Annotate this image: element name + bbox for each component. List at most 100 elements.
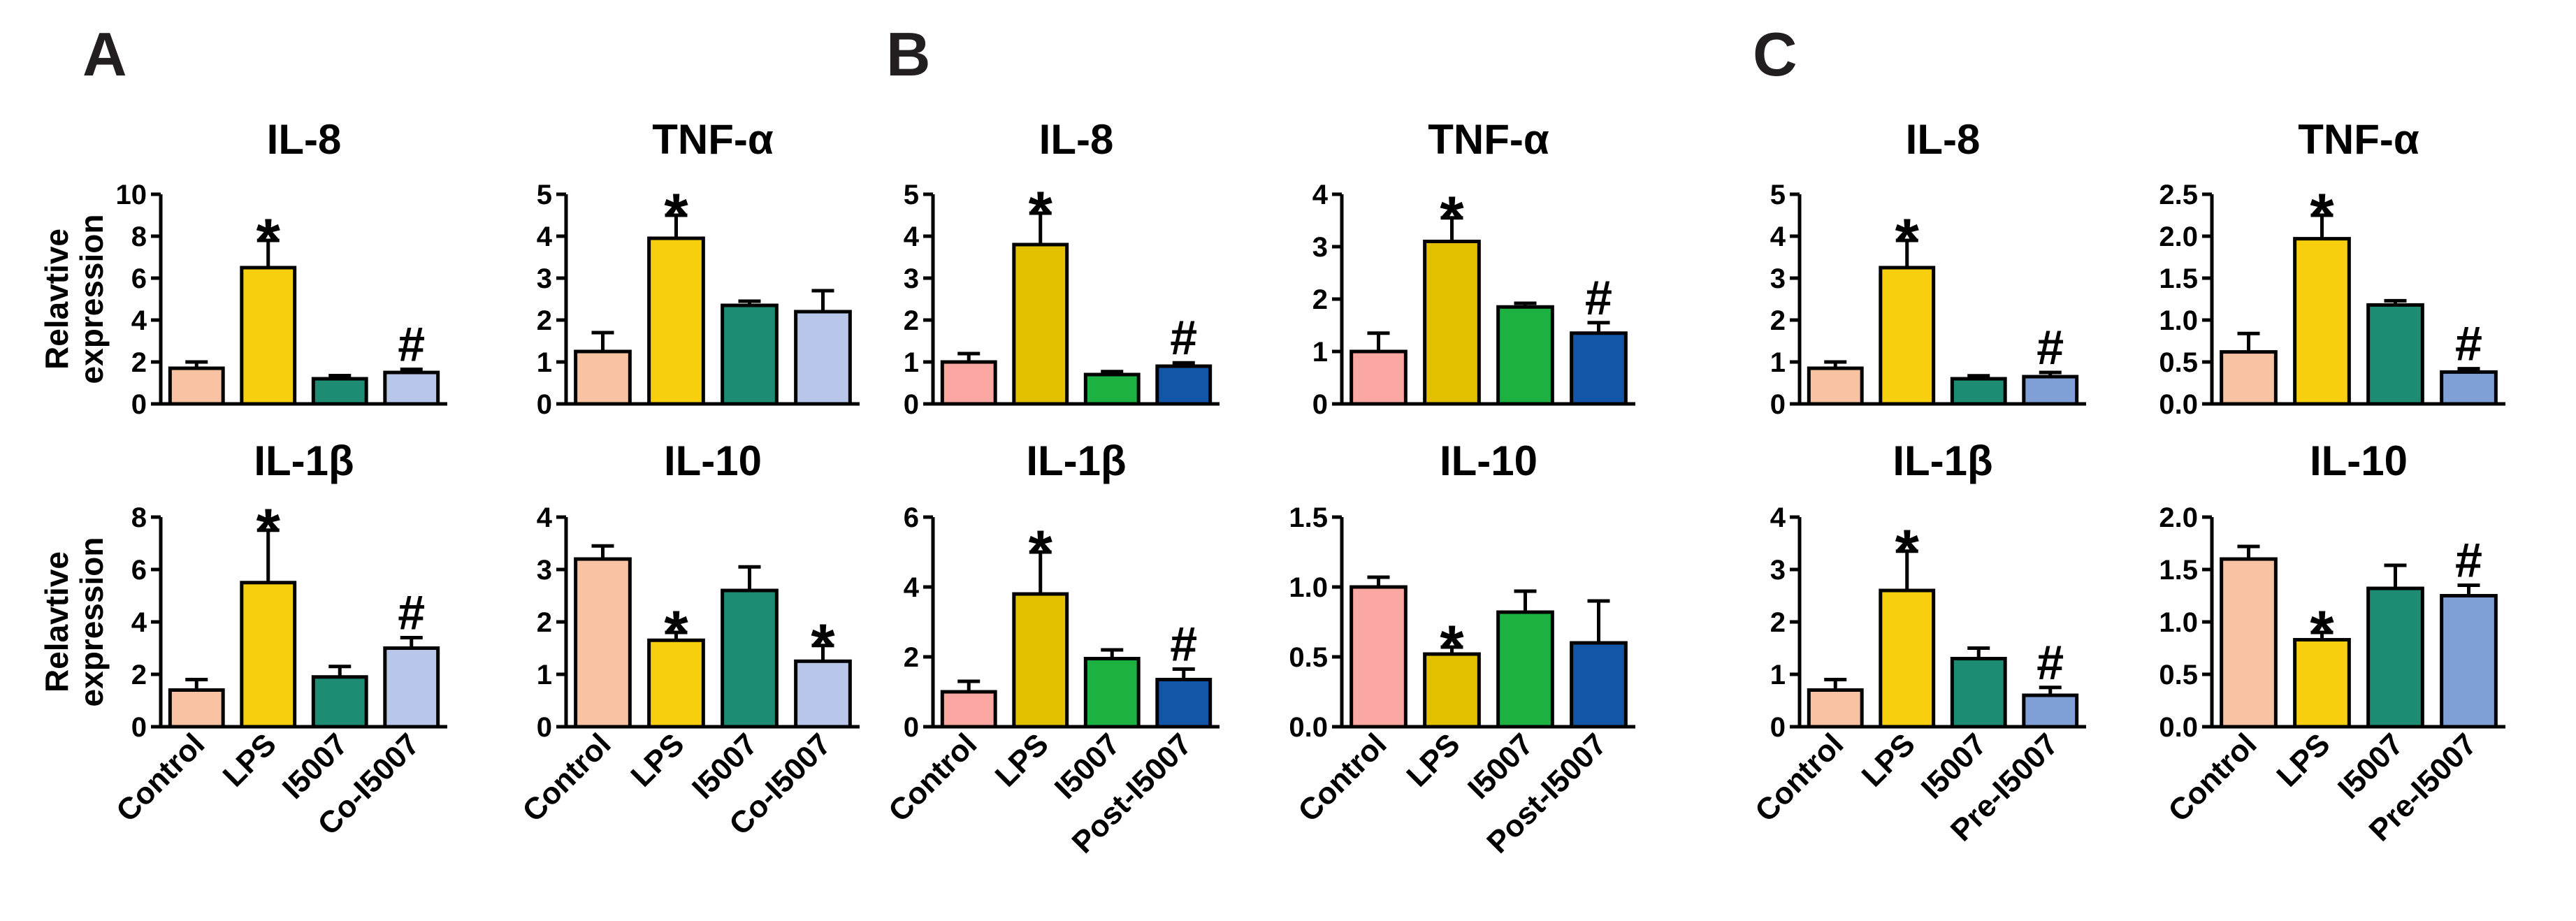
chart-c-4-y-tick-label: 1.5 <box>2159 555 2198 586</box>
chart-b-4-y-tick-label: 1.0 <box>1289 572 1328 603</box>
chart-c-3-y-tick-label: 1 <box>1770 660 1786 690</box>
chart-a-3-bar-lps <box>240 581 297 729</box>
chart-a-2-y-tick-label: 5 <box>537 180 552 210</box>
chart-a-1-y-tick-label: 4 <box>131 305 147 336</box>
chart-c-3-bar-control <box>1807 688 1864 729</box>
chart-b-4-y-tick-label: 0.0 <box>1289 712 1328 743</box>
chart-a-1-y-tick-label: 8 <box>131 222 147 252</box>
chart-c-2-bar-lps <box>2293 237 2351 406</box>
chart-a-1-y-label: Relavtiveexpression <box>38 215 110 384</box>
chart-c-1-bar-control <box>1807 366 1864 406</box>
chart-b-3-category-label: LPS <box>989 727 1055 793</box>
chart-a-1-y-label-line: Relavtive <box>38 229 75 370</box>
chart-b-2-y-tick-label: 1 <box>1312 337 1328 368</box>
chart-b-4-bar-post-i5007 <box>1570 641 1628 729</box>
chart-c-4-bar-i5007 <box>2366 586 2424 729</box>
chart-a-2-title: TNF-α <box>652 116 774 163</box>
chart-a-2-y-tick-label: 1 <box>537 347 552 378</box>
chart-a-2-bar-co-i5007 <box>794 310 852 406</box>
chart-a-2-bar-lps <box>647 236 705 406</box>
chart-a-1-bar-control <box>168 366 225 406</box>
chart-c-4-y-tick-label: 2.0 <box>2159 502 2198 533</box>
chart-b-1-sig-mark: # <box>1170 310 1197 365</box>
chart-a-2-y-tick-label: 3 <box>537 263 552 294</box>
chart-b-1-y-tick-label: 3 <box>904 263 919 294</box>
chart-b-4-y-tick-label: 1.5 <box>1289 502 1328 533</box>
chart-b-3-sig-mark: # <box>1170 617 1197 672</box>
chart-a-2-y-tick-label: 0 <box>537 389 552 420</box>
chart-c-3-y-tick-label: 0 <box>1770 712 1786 743</box>
chart-a-3-category-label: Control <box>110 727 211 828</box>
chart-c-4-bar-control <box>2220 557 2278 729</box>
chart-c-1-y-tick-label: 0 <box>1770 389 1786 420</box>
chart-b-1-y-tick-label: 4 <box>904 222 920 252</box>
chart-c-4-bar-pre-i5007 <box>2440 594 2498 729</box>
chart-c-2-y-tick-label: 0.0 <box>2159 389 2198 420</box>
chart-b-2-y-tick-label: 2 <box>1312 284 1328 315</box>
chart-c-2-bar-i5007 <box>2366 303 2424 406</box>
chart-a-1-title: IL-8 <box>267 116 342 163</box>
chart-a-1-y-tick-label: 0 <box>131 389 147 420</box>
chart-b-2-bar-lps <box>1423 240 1481 406</box>
chart-c-1-sig-mark: * <box>1895 205 1920 275</box>
chart-a-4-y-tick-label: 3 <box>537 555 552 586</box>
chart-c-3-y-tick-label: 2 <box>1770 607 1786 638</box>
chart-b-1-y-tick-label: 1 <box>904 347 919 378</box>
chart-c-3-category-label: Control <box>1749 727 1850 828</box>
chart-a-3-bar-i5007 <box>311 675 368 729</box>
chart-a-4-title: IL-10 <box>664 437 762 484</box>
chart-c-1-y-tick-label: 3 <box>1770 263 1786 294</box>
chart-c-2-bar-control <box>2220 350 2278 406</box>
chart-c-3-bar-pre-i5007 <box>2022 693 2079 729</box>
chart-a-3-sig-mark: # <box>398 586 425 640</box>
chart-a-1-bar-lps <box>240 266 297 406</box>
chart-a-3-bar-co-i5007 <box>383 646 440 729</box>
chart-b-3-sig-mark: * <box>1029 517 1053 586</box>
chart-a-4-y-tick-label: 1 <box>537 660 552 690</box>
chart-a-4-bar-i5007 <box>721 588 779 729</box>
chart-a-2-bar-i5007 <box>721 303 779 406</box>
chart-a-2: TNF-α 0 1 2 3 4 5 * <box>537 116 860 420</box>
chart-b-2-y-tick-label: 3 <box>1312 232 1328 263</box>
chart-b-2-sig-mark: * <box>1440 183 1464 252</box>
chart-c-2-y-tick-label: 2.0 <box>2159 222 2198 252</box>
chart-c-4-y-tick-label: 1.0 <box>2159 607 2198 638</box>
chart-c-3-category-label: LPS <box>1855 727 1922 793</box>
chart-a-4-y-tick-label: 4 <box>537 502 553 533</box>
chart-c-2-y-tick-label: 2.5 <box>2159 180 2198 210</box>
chart-a-3-y-label-line: Relavtive <box>38 551 75 692</box>
chart-a-4-sig-mark: * <box>811 611 835 680</box>
panel-letter-b: B <box>886 20 931 89</box>
chart-c-2: TNF-α 0.0 0.5 1.0 1.5 2.0 2.5 * # <box>2159 116 2505 420</box>
chart-b-4: IL-100.00.51.01.5Control*LPSI5007Post-I5… <box>1289 437 1635 860</box>
chart-a-3-y-tick-label: 4 <box>131 607 147 638</box>
chart-b-4-category-label: LPS <box>1400 727 1466 793</box>
chart-a-4-y-tick-label: 2 <box>537 607 552 638</box>
chart-c-4-sig-mark: * <box>2310 597 2334 667</box>
chart-c-1-y-tick-label: 2 <box>1770 305 1786 336</box>
chart-b-4-bar-control <box>1349 585 1408 729</box>
chart-c-2-y-tick-label: 0.5 <box>2159 347 2198 378</box>
chart-c-3-bar-lps <box>1879 588 1936 729</box>
chart-a-3-y-tick-label: 2 <box>131 660 147 690</box>
chart-b-2-y-tick-label: 0 <box>1312 389 1328 420</box>
chart-a-4-category-label: LPS <box>624 727 690 793</box>
chart-a-1-bar-i5007 <box>311 377 368 406</box>
chart-b-1-bar-lps <box>1012 242 1069 406</box>
chart-a-4-sig-mark: * <box>664 597 688 667</box>
panel-letter-a: A <box>82 20 127 89</box>
chart-c-1-bar-lps <box>1879 266 1936 406</box>
chart-b-2-sig-mark: # <box>1585 270 1612 325</box>
chart-c-2-sig-mark: * <box>2310 180 2334 249</box>
chart-b-4-bar-lps <box>1423 652 1481 729</box>
chart-a-2-bar-control <box>574 349 632 406</box>
chart-b-2-bar-i5007 <box>1496 305 1554 406</box>
chart-c-1-y-tick-label: 1 <box>1770 347 1786 378</box>
chart-a-3-category-label: LPS <box>217 727 283 793</box>
chart-b-4-sig-mark: * <box>1440 612 1464 681</box>
chart-b-3-bar-control <box>940 690 997 729</box>
chart-c-3-sig-mark: # <box>2036 635 2064 690</box>
